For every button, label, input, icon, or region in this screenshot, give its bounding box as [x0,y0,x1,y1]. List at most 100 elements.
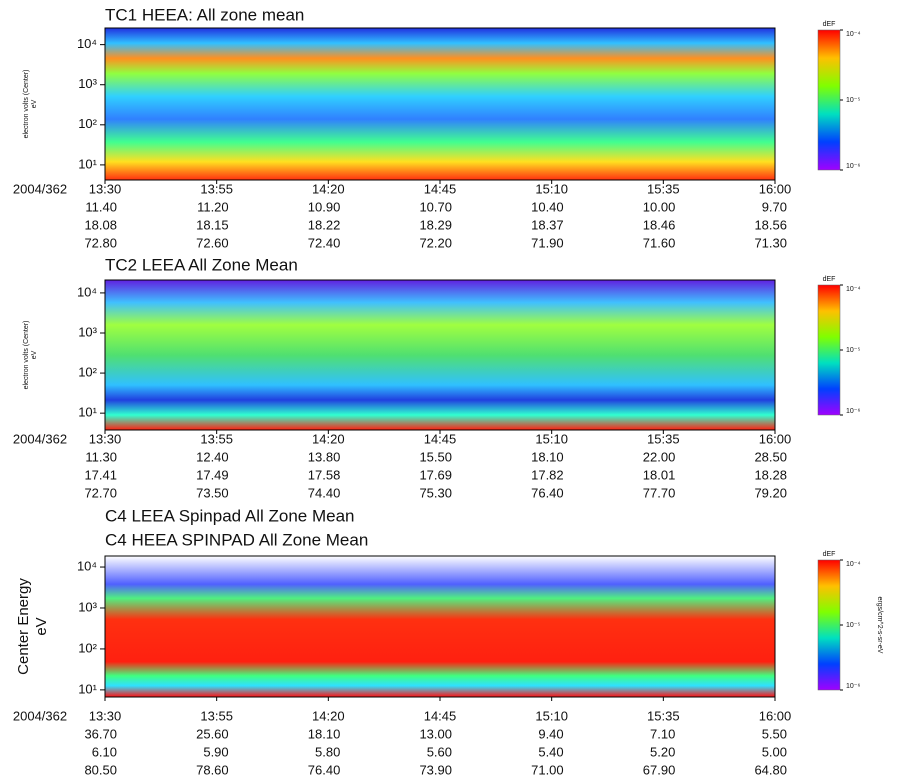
colorbar-tick-label: 10⁻⁴ [846,286,861,293]
colorbar-label: dEF [823,276,836,283]
panel-title: C4 LEEA Spinpad All Zone Mean [105,506,355,525]
x-tick-label: 15:10 [535,431,568,446]
ephemeris-value: 71.00 [531,762,564,777]
ephemeris-value: 6.10 [92,744,117,759]
ephemeris-value: 12.40 [196,449,229,464]
y-axis-unit: eV [33,617,50,635]
ephemeris-value: 72.80 [84,235,117,250]
ephemeris-value: 17.58 [308,467,341,482]
ephemeris-value: 13.00 [419,726,452,741]
ephemeris-value: 73.50 [196,485,229,500]
x-tick-label: 13:30 [89,181,122,196]
ephemeris-value: 10.90 [308,199,341,214]
x-tick-label: 16:00 [759,181,792,196]
y-axis-label: electron volts (Center) [23,70,30,139]
ephemeris-value: 5.20 [650,744,675,759]
x-tick-label: 15:35 [647,181,680,196]
colorbar-tick-label: 10⁻⁶ [846,163,860,170]
ephemeris-value: 72.40 [308,235,341,250]
ephemeris-value: 64.80 [754,762,787,777]
y-tick-label: 10³ [78,76,97,91]
ephemeris-value: 11.20 [197,199,229,214]
panel-title: C4 HEEA SPINPAD All Zone Mean [105,530,368,549]
ephemeris-value: 5.40 [538,744,563,759]
ephemeris-value: 71.30 [754,235,787,250]
ephemeris-value: 18.46 [643,217,676,232]
colorbar-label: dEF [823,551,836,558]
x-tick-label: 14:45 [424,181,457,196]
y-tick-label: 10² [78,116,97,131]
ephemeris-value: 7.10 [650,726,675,741]
y-tick-label: 10² [78,640,97,655]
colorbar-tick-label: 10⁻⁶ [846,408,860,415]
x-tick-label: 13:55 [200,431,233,446]
x-axis-label: 2004/362 [13,181,67,196]
ephemeris-value: 77.70 [643,485,676,500]
colorbar-tick-label: 10⁻⁵ [846,97,860,104]
ephemeris-value: 71.60 [643,235,676,250]
ephemeris-value: 5.50 [762,726,787,741]
y-axis-unit: eV [31,350,38,359]
ephemeris-value: 13.80 [308,449,341,464]
y-axis-unit: eV [31,99,38,108]
ephemeris-value: 5.60 [427,744,452,759]
ephemeris-value: 11.40 [85,199,117,214]
x-tick-label: 13:30 [89,708,122,723]
x-tick-label: 14:20 [312,431,345,446]
ephemeris-value: 67.90 [643,762,676,777]
ephemeris-value: 18.56 [754,217,787,232]
x-tick-label: 14:45 [424,708,457,723]
ephemeris-value: 36.70 [84,726,117,741]
ephemeris-value: 5.80 [315,744,340,759]
ephemeris-value: 17.49 [196,467,229,482]
spectrogram-image [105,28,775,180]
ephemeris-value: 10.00 [643,199,676,214]
x-tick-label: 16:00 [759,708,792,723]
ephemeris-value: 80.50 [84,762,117,777]
ephemeris-value: 72.20 [419,235,452,250]
x-tick-label: 16:00 [759,431,792,446]
ephemeris-value: 10.40 [531,199,564,214]
y-tick-label: 10⁴ [77,284,97,299]
panel-title: TC2 LEEA All Zone Mean [105,255,298,274]
ephemeris-value: 28.50 [754,449,787,464]
colorbar [817,284,841,416]
ephemeris-value: 75.30 [419,485,452,500]
ephemeris-value: 18.08 [84,217,117,232]
ephemeris-value: 18.15 [196,217,229,232]
x-tick-label: 14:45 [424,431,457,446]
ephemeris-value: 18.10 [531,449,564,464]
ephemeris-value: 5.90 [203,744,228,759]
x-tick-label: 14:20 [312,181,345,196]
ephemeris-value: 9.40 [538,726,563,741]
y-tick-label: 10³ [78,599,97,614]
y-tick-label: 10¹ [78,681,97,696]
ephemeris-value: 79.20 [754,485,787,500]
colorbar-label: dEF [823,21,836,28]
x-axis-label: 2004/362 [13,431,67,446]
y-tick-label: 10³ [78,324,97,339]
ephemeris-value: 18.22 [308,217,341,232]
colorbar [817,29,841,171]
colorbar-tick-label: 10⁻⁴ [846,561,861,568]
ephemeris-value: 22.00 [643,449,676,464]
y-axis-label: electron volts (Center) [23,321,30,390]
ephemeris-value: 71.90 [531,235,564,250]
panel-title: TC1 HEEA: All zone mean [105,5,304,24]
spectrogram-image [105,280,775,430]
ephemeris-value: 18.37 [531,217,564,232]
x-tick-label: 15:35 [647,431,680,446]
y-tick-label: 10¹ [78,405,97,420]
spectrogram-image [105,556,775,697]
y-tick-label: 10² [78,365,97,380]
x-tick-label: 15:10 [535,708,568,723]
colorbar-tick-label: 10⁻⁶ [846,683,860,690]
ephemeris-value: 5.00 [762,744,787,759]
ephemeris-value: 73.90 [419,762,452,777]
x-tick-label: 15:10 [535,181,568,196]
ephemeris-value: 15.50 [419,449,452,464]
x-tick-label: 13:55 [200,708,233,723]
x-tick-label: 13:55 [200,181,233,196]
ephemeris-value: 74.40 [308,485,341,500]
colorbar-tick-label: 10⁻⁴ [846,31,861,38]
